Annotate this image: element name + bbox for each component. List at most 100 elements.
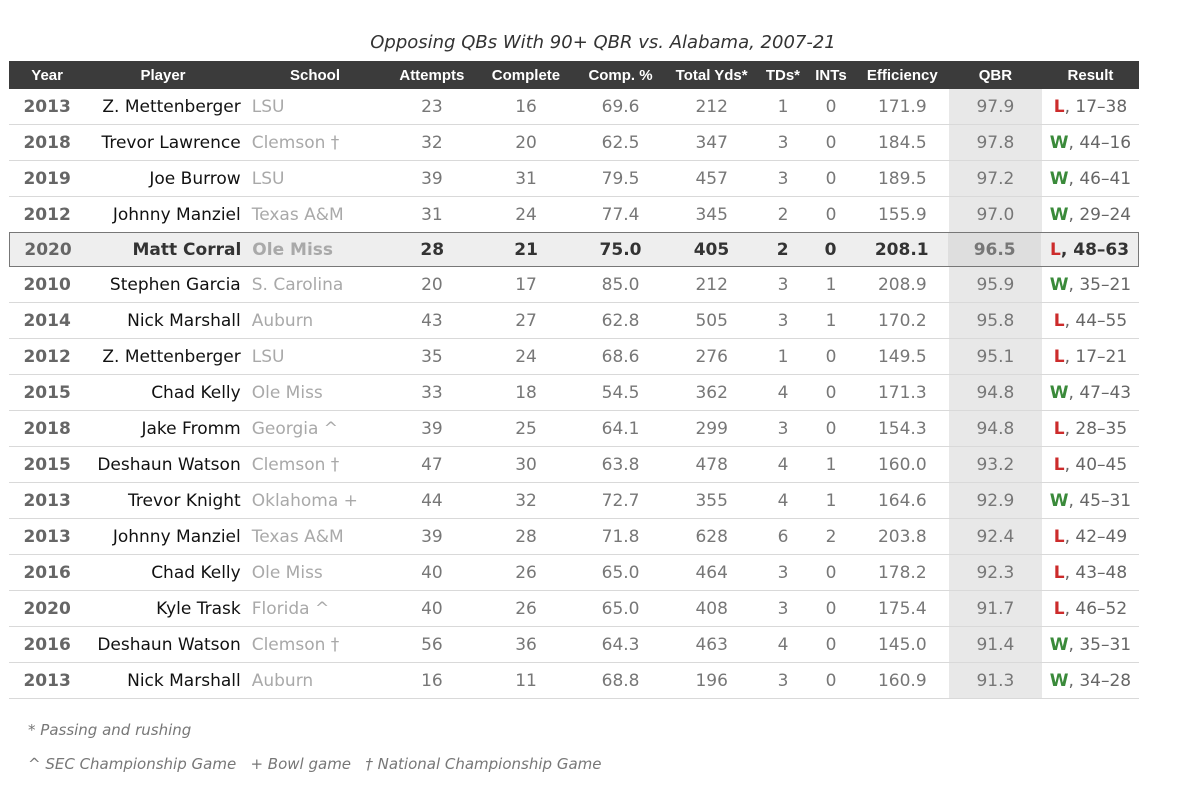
cell-year: 2015 [23, 454, 71, 475]
cell-player: Nick Marshall [127, 310, 241, 331]
cell-ints: 0 [825, 168, 837, 189]
result-win-loss: W [1049, 490, 1069, 511]
cell-result: W, 44–16 [1042, 125, 1139, 160]
header-ints: INTs [815, 66, 847, 84]
cell-comp-pct: 85.0 [601, 274, 640, 295]
cell-comp-pct: 65.0 [601, 562, 640, 583]
table-row: 2018 Jake Fromm Georgia ^ 39 25 64.1 299 3 0 154.… [9, 411, 1139, 447]
table-row: 2020 Kyle Trask Florida ^ 40 26 65.0 408 3 0 175.… [9, 591, 1139, 627]
cell-efficiency: 170.2 [877, 310, 927, 331]
cell-total-yds: 505 [695, 310, 728, 331]
result-win-loss: L [1053, 418, 1065, 439]
cell-ints: 0 [825, 634, 837, 655]
cell-complete: 28 [515, 526, 537, 547]
cell-school: S. Carolina [251, 274, 344, 295]
cell-school: Florida ^ [251, 598, 330, 619]
cell-complete: 24 [515, 204, 537, 225]
cell-tds: 4 [777, 490, 789, 511]
chart-title: Opposing QBs With 90+ QBR vs. Alabama, 2… [370, 32, 836, 53]
cell-year: 2013 [23, 526, 71, 547]
cell-year: 2014 [23, 310, 71, 331]
cell-efficiency: 189.5 [877, 168, 927, 189]
result-score: , 46–52 [1064, 598, 1128, 619]
cell-school: LSU [251, 168, 285, 189]
cell-attempts: 44 [421, 490, 443, 511]
cell-total-yds: 464 [695, 562, 728, 583]
header-comp-pct: Comp. % [588, 66, 653, 84]
table-row: 2016 Deshaun Watson Clemson † 56 36 64.3 463 4 0… [9, 627, 1139, 663]
cell-tds: 1 [777, 346, 789, 367]
cell-total-yds: 347 [695, 132, 728, 153]
cell-qbr: 93.2 [948, 447, 1042, 482]
result-win-loss: W [1049, 274, 1069, 295]
cell-qbr: 94.8 [948, 411, 1042, 446]
result-win-loss: W [1049, 634, 1069, 655]
cell-complete: 17 [515, 274, 537, 295]
result-score: , 28–35 [1064, 418, 1128, 439]
result-win-loss: L [1053, 346, 1065, 367]
cell-year: 2018 [23, 418, 71, 439]
result-score: , 44–55 [1064, 310, 1128, 331]
cell-efficiency: 175.4 [877, 598, 927, 619]
cell-efficiency: 208.1 [874, 239, 929, 260]
result-win-loss: W [1049, 382, 1069, 403]
cell-attempts: 47 [421, 454, 443, 475]
cell-year: 2019 [23, 168, 71, 189]
cell-comp-pct: 77.4 [601, 204, 640, 225]
header-complete: Complete [491, 66, 561, 84]
cell-complete: 11 [515, 670, 537, 691]
cell-complete: 25 [515, 418, 537, 439]
cell-ints: 0 [825, 132, 837, 153]
cell-comp-pct: 72.7 [601, 490, 640, 511]
table-row: 2014 Nick Marshall Auburn 43 27 62.8 505 3 1 170.… [9, 303, 1139, 339]
cell-total-yds: 457 [695, 168, 728, 189]
cell-tds: 3 [777, 168, 789, 189]
table-row: 2013 Trevor Knight Oklahoma + 44 32 72.7 355 4 1… [9, 483, 1139, 519]
cell-comp-pct: 62.8 [601, 310, 640, 331]
cell-efficiency: 184.5 [877, 132, 927, 153]
cell-qbr: 91.7 [948, 591, 1042, 626]
header-year: Year [31, 66, 63, 84]
cell-comp-pct: 79.5 [601, 168, 640, 189]
cell-qbr: 94.8 [948, 375, 1042, 410]
cell-school: Oklahoma + [251, 490, 358, 511]
cell-school: Texas A&M [251, 526, 344, 547]
cell-year: 2013 [23, 96, 71, 117]
cell-attempts: 28 [420, 239, 445, 260]
cell-result: W, 35–21 [1042, 267, 1139, 302]
cell-result: L, 40–45 [1042, 447, 1139, 482]
cell-result: L, 48–63 [1041, 233, 1138, 266]
result-win-loss: L [1053, 310, 1065, 331]
cell-total-yds: 405 [693, 239, 730, 260]
cell-player: Deshaun Watson [97, 634, 241, 655]
cell-attempts: 20 [421, 274, 443, 295]
result-score: , 43–48 [1064, 562, 1128, 583]
cell-ints: 0 [825, 346, 837, 367]
cell-total-yds: 408 [695, 598, 728, 619]
cell-player: Chad Kelly [151, 382, 241, 403]
cell-comp-pct: 69.6 [601, 96, 640, 117]
cell-school: Ole Miss [251, 562, 323, 583]
cell-complete: 31 [515, 168, 537, 189]
cell-efficiency: 178.2 [877, 562, 927, 583]
cell-result: W, 47–43 [1042, 375, 1139, 410]
cell-attempts: 33 [421, 382, 443, 403]
cell-attempts: 39 [421, 526, 443, 547]
cell-comp-pct: 65.0 [601, 598, 640, 619]
cell-year: 2013 [23, 490, 71, 511]
cell-ints: 1 [825, 274, 837, 295]
cell-result: L, 46–52 [1042, 591, 1139, 626]
table-row: 2016 Chad Kelly Ole Miss 40 26 65.0 464 3 0 178.2… [9, 555, 1139, 591]
cell-comp-pct: 71.8 [601, 526, 640, 547]
result-score: , 17–38 [1064, 96, 1128, 117]
cell-total-yds: 345 [695, 204, 728, 225]
cell-qbr: 97.0 [948, 197, 1042, 232]
cell-efficiency: 145.0 [877, 634, 927, 655]
result-score: , 46–41 [1068, 168, 1132, 189]
cell-result: L, 28–35 [1042, 411, 1139, 446]
cell-attempts: 39 [421, 418, 443, 439]
cell-comp-pct: 64.3 [601, 634, 640, 655]
result-score: , 35–21 [1068, 274, 1132, 295]
result-score: , 45–31 [1068, 490, 1132, 511]
cell-qbr: 97.9 [948, 89, 1042, 124]
